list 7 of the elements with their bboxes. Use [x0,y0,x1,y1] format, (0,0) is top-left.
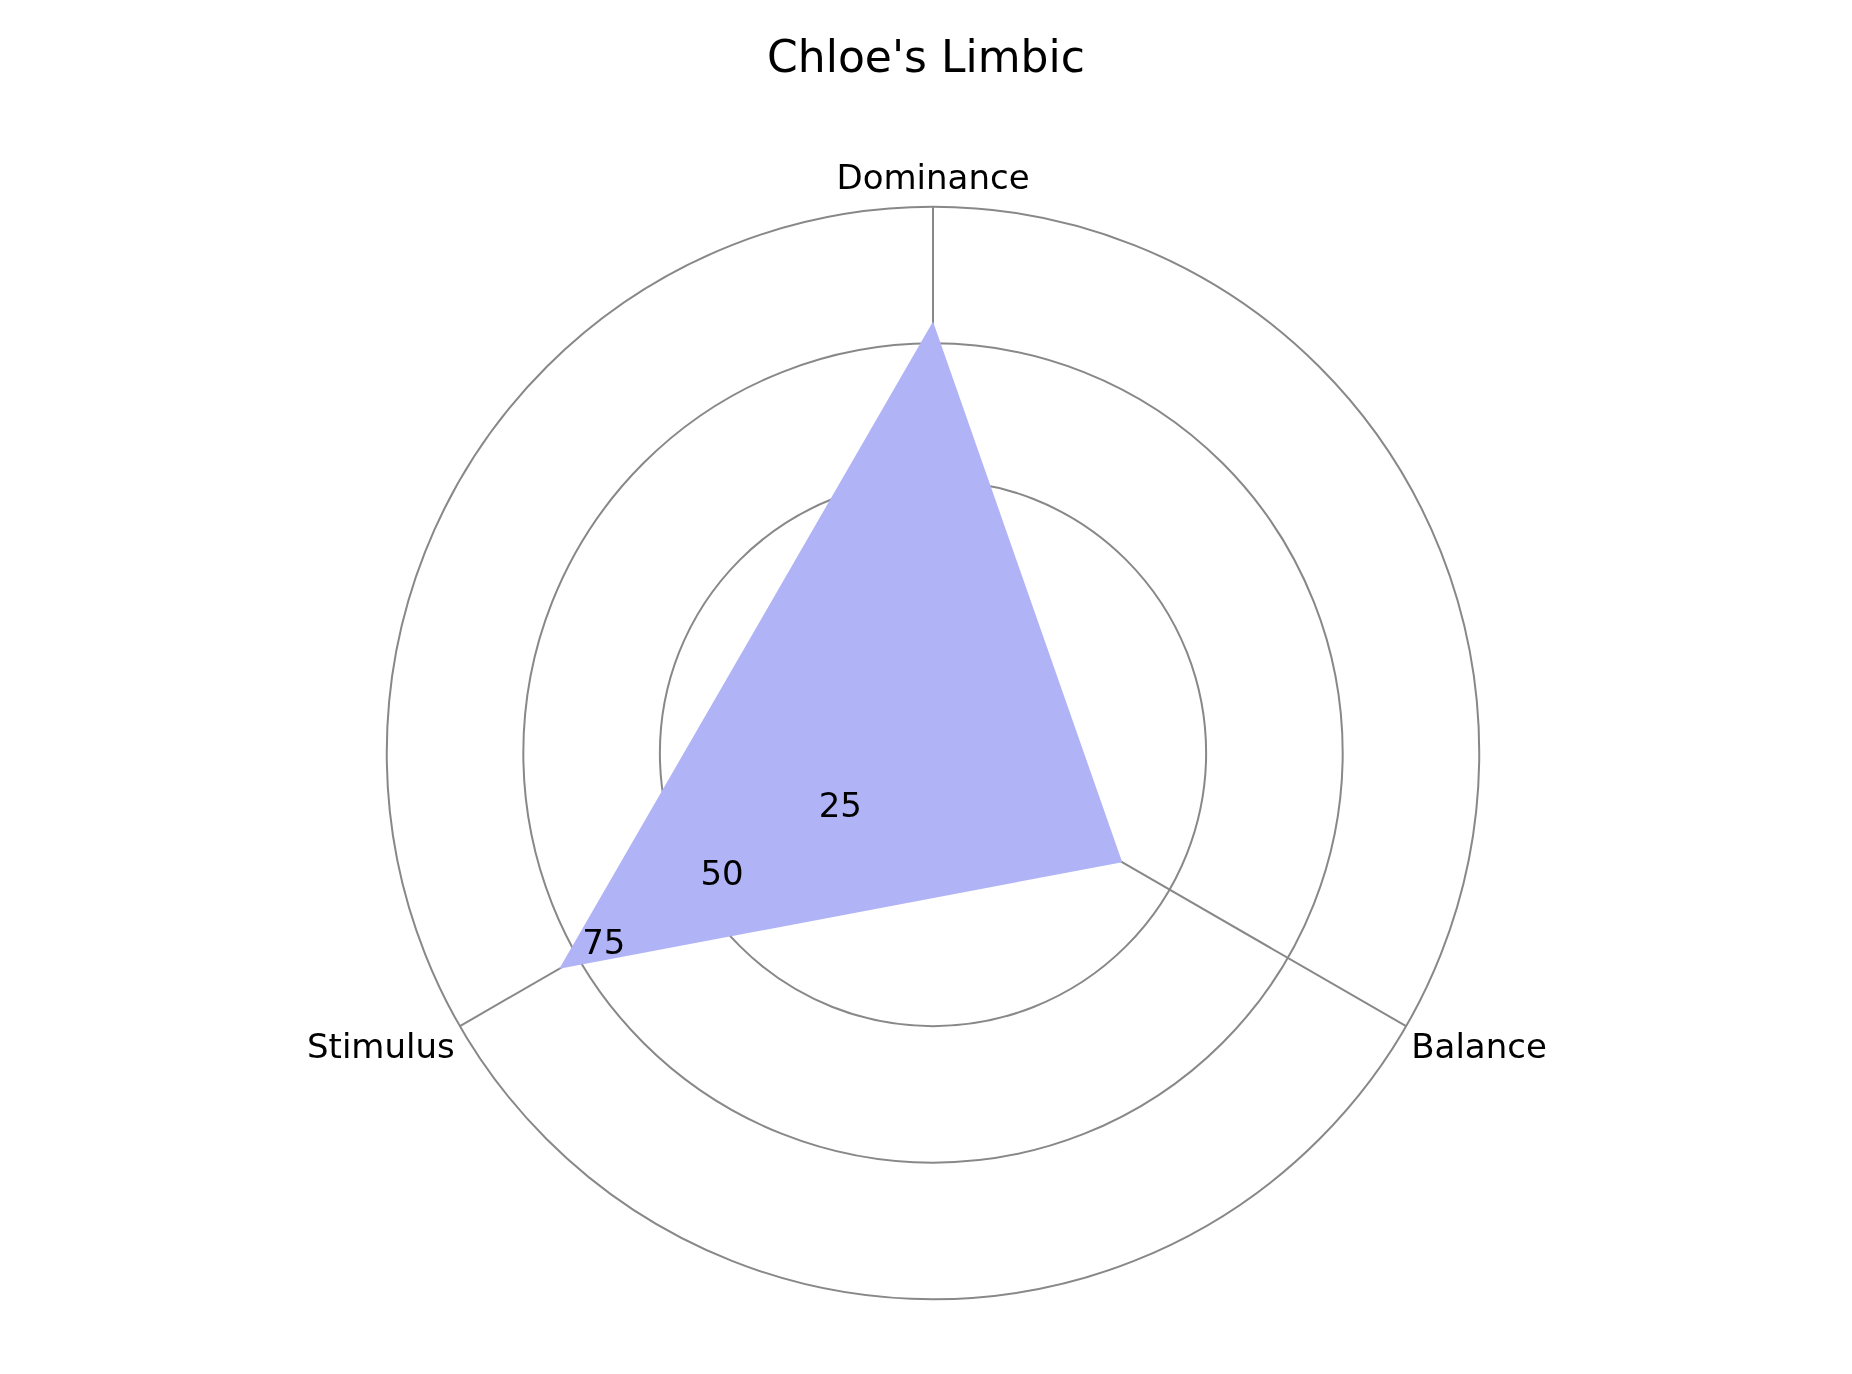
spoke-label: Balance [1411,1026,1547,1067]
spoke-label: Dominance [836,157,1030,198]
chart-title: Chloe's Limbic [767,30,1085,82]
spoke-label: Stimulus [306,1026,455,1067]
y-tick-label: 50 [700,853,744,894]
y-tick-label: 25 [818,785,862,826]
y-tick-label: 75 [582,921,626,962]
